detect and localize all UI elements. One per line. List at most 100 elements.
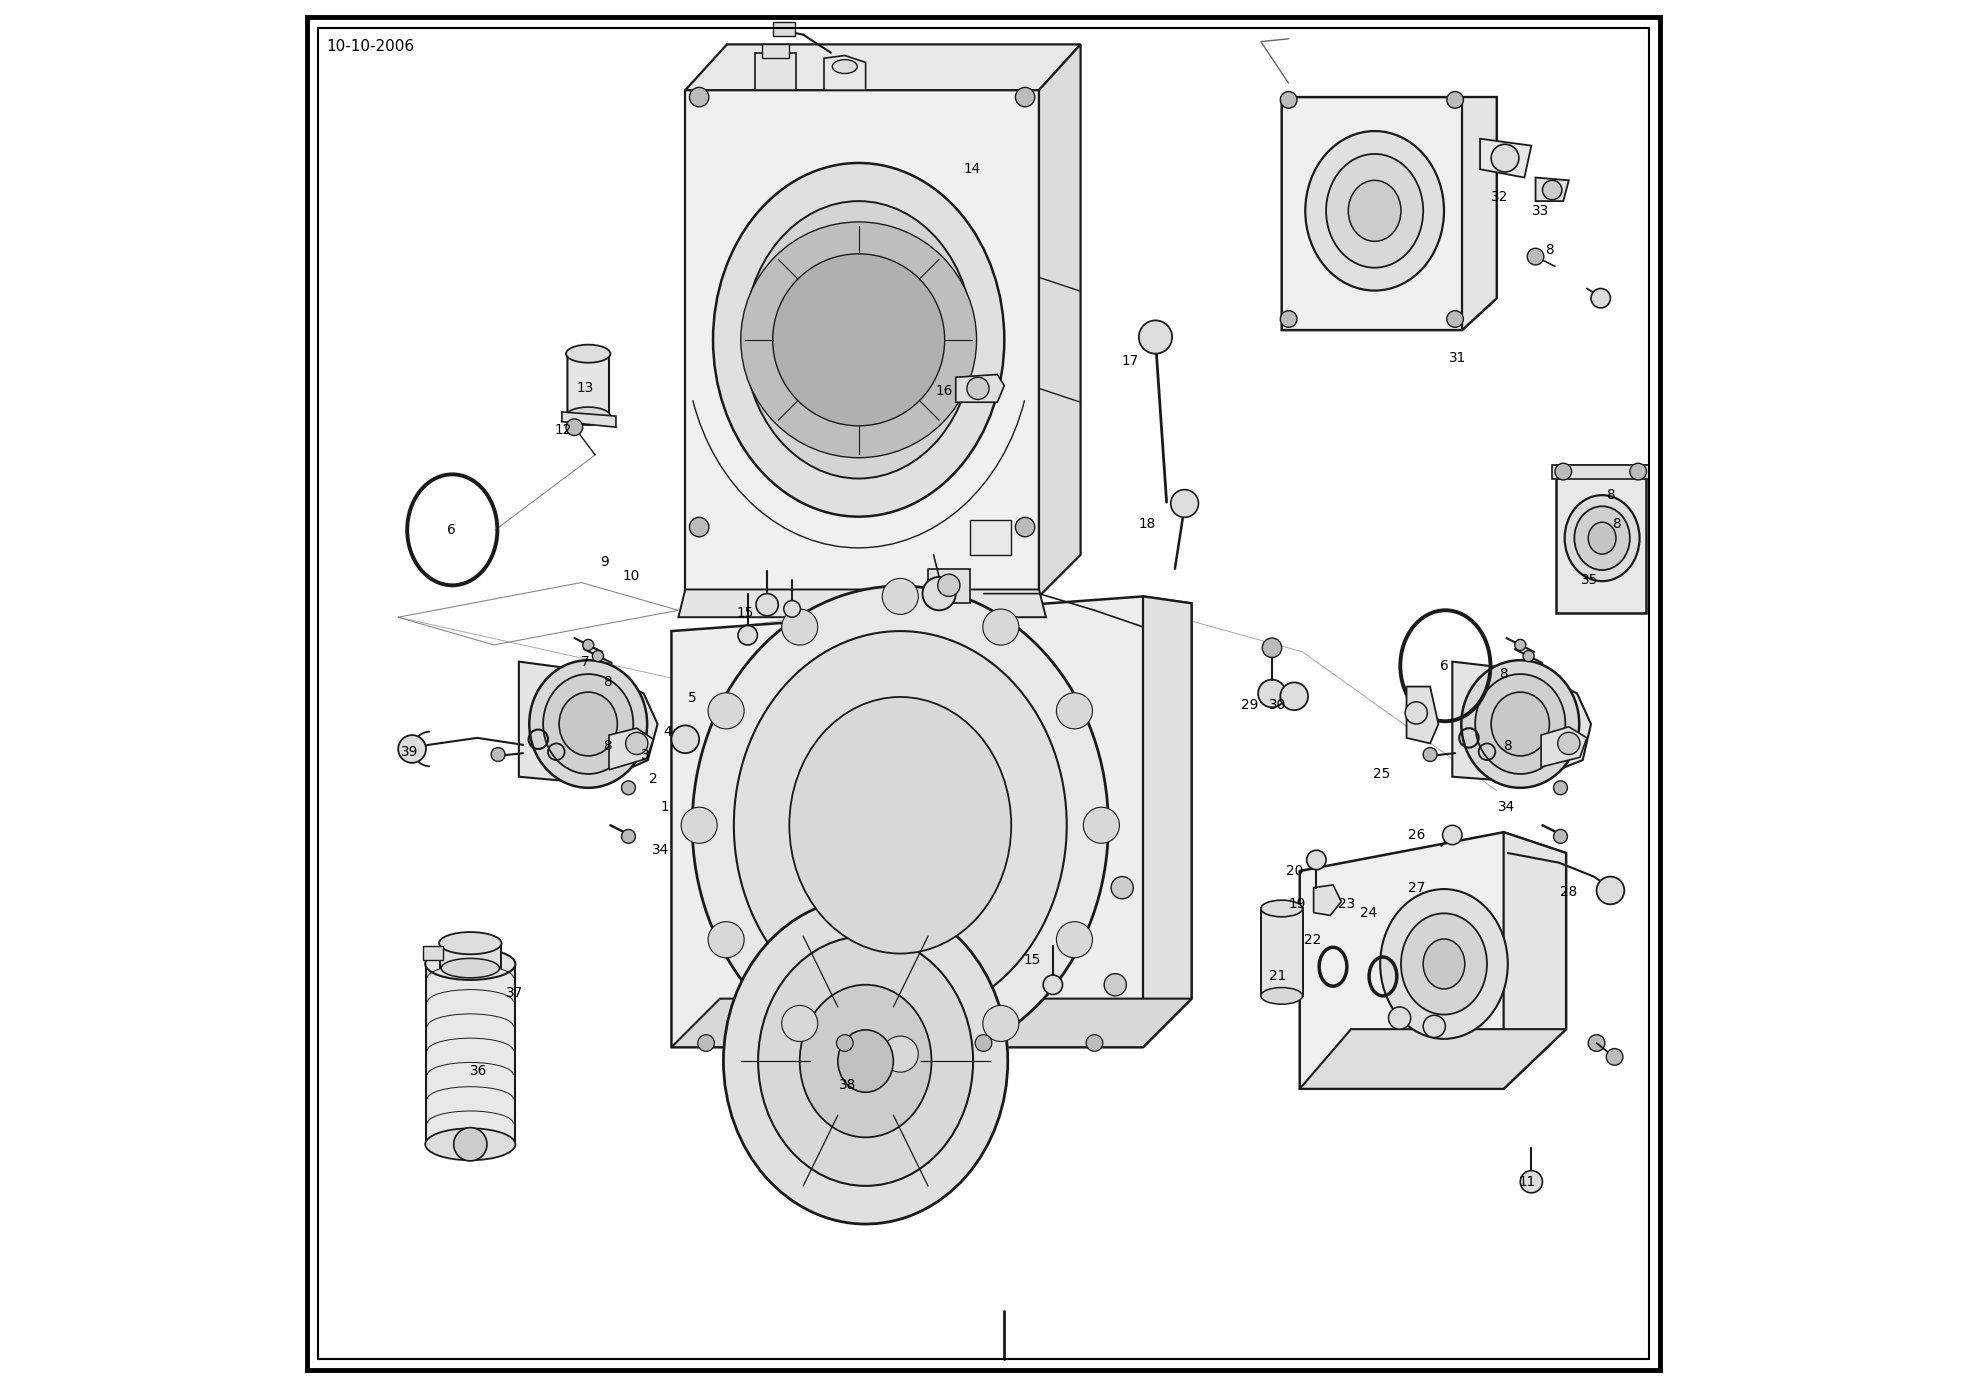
- Circle shape: [1587, 1035, 1605, 1051]
- Polygon shape: [1479, 139, 1532, 178]
- Circle shape: [1591, 288, 1611, 308]
- Ellipse shape: [789, 696, 1011, 954]
- Circle shape: [1448, 311, 1463, 327]
- Ellipse shape: [441, 958, 500, 978]
- Text: 8: 8: [1546, 243, 1554, 257]
- Text: 6: 6: [1440, 659, 1448, 673]
- Polygon shape: [1039, 44, 1080, 596]
- Ellipse shape: [712, 162, 1005, 517]
- Polygon shape: [563, 412, 616, 427]
- Polygon shape: [519, 662, 657, 784]
- Circle shape: [1520, 1171, 1542, 1193]
- Circle shape: [1556, 463, 1572, 480]
- Circle shape: [1281, 311, 1296, 327]
- Ellipse shape: [1347, 180, 1401, 241]
- Ellipse shape: [566, 408, 610, 424]
- Circle shape: [1139, 320, 1172, 354]
- Circle shape: [1515, 639, 1526, 651]
- Circle shape: [492, 748, 506, 761]
- Circle shape: [1086, 1035, 1103, 1051]
- Text: 10: 10: [624, 569, 639, 583]
- Polygon shape: [566, 354, 610, 422]
- Polygon shape: [928, 569, 970, 603]
- Polygon shape: [685, 90, 1039, 596]
- Circle shape: [1056, 922, 1092, 958]
- Circle shape: [923, 577, 956, 610]
- Ellipse shape: [1306, 132, 1444, 291]
- Polygon shape: [1300, 1029, 1566, 1089]
- Text: 2: 2: [649, 773, 657, 786]
- Polygon shape: [956, 374, 1005, 402]
- Circle shape: [690, 517, 708, 537]
- Text: 3: 3: [641, 748, 649, 761]
- Polygon shape: [761, 44, 789, 58]
- Circle shape: [1404, 702, 1428, 724]
- Circle shape: [1170, 490, 1198, 517]
- Circle shape: [622, 781, 635, 795]
- Text: 15: 15: [1023, 953, 1041, 967]
- Circle shape: [1103, 974, 1127, 996]
- Circle shape: [1424, 748, 1438, 761]
- Circle shape: [1424, 1015, 1446, 1037]
- Text: 10-10-2006: 10-10-2006: [327, 39, 415, 54]
- Text: 4: 4: [663, 725, 671, 739]
- Ellipse shape: [789, 257, 928, 423]
- Text: 12: 12: [555, 423, 572, 437]
- Ellipse shape: [801, 985, 932, 1137]
- Text: 36: 36: [470, 1064, 488, 1078]
- Circle shape: [836, 1035, 854, 1051]
- Text: 16: 16: [936, 384, 954, 398]
- Ellipse shape: [832, 60, 858, 74]
- Circle shape: [1597, 877, 1625, 904]
- Text: 18: 18: [1139, 517, 1157, 531]
- Circle shape: [984, 609, 1019, 645]
- Text: 7: 7: [580, 655, 590, 669]
- Circle shape: [883, 1036, 919, 1072]
- Polygon shape: [970, 520, 1011, 555]
- Text: 8: 8: [604, 739, 612, 753]
- Polygon shape: [1143, 596, 1192, 1047]
- Polygon shape: [1300, 832, 1566, 1089]
- Text: 26: 26: [1408, 828, 1424, 842]
- Ellipse shape: [1574, 506, 1631, 570]
- Circle shape: [883, 578, 919, 614]
- Text: 34: 34: [651, 843, 669, 857]
- Circle shape: [781, 609, 818, 645]
- Polygon shape: [1552, 465, 1648, 479]
- Text: 39: 39: [401, 745, 417, 759]
- Text: 8: 8: [1499, 667, 1509, 681]
- Text: 22: 22: [1304, 933, 1322, 947]
- Ellipse shape: [757, 936, 974, 1186]
- Circle shape: [773, 254, 944, 426]
- Text: 33: 33: [1532, 204, 1550, 218]
- Circle shape: [1015, 517, 1035, 537]
- Ellipse shape: [1475, 674, 1566, 774]
- Circle shape: [698, 1035, 714, 1051]
- Circle shape: [1491, 144, 1519, 172]
- Circle shape: [755, 594, 779, 616]
- Circle shape: [1281, 92, 1296, 108]
- Text: 5: 5: [688, 691, 696, 705]
- Circle shape: [1281, 682, 1308, 710]
- Text: 29: 29: [1241, 698, 1259, 712]
- Ellipse shape: [529, 660, 647, 788]
- Circle shape: [566, 419, 582, 436]
- Text: 9: 9: [600, 555, 610, 569]
- Ellipse shape: [1401, 914, 1487, 1015]
- Circle shape: [976, 1035, 991, 1051]
- Circle shape: [1084, 807, 1119, 843]
- Text: 31: 31: [1450, 351, 1467, 365]
- Circle shape: [1306, 850, 1326, 870]
- Circle shape: [1389, 1007, 1410, 1029]
- Polygon shape: [685, 44, 1080, 90]
- Circle shape: [397, 735, 427, 763]
- Ellipse shape: [1424, 939, 1465, 989]
- Circle shape: [690, 87, 708, 107]
- Text: 20: 20: [1286, 864, 1302, 878]
- Ellipse shape: [838, 1029, 893, 1093]
- Circle shape: [1542, 180, 1562, 200]
- Text: 8: 8: [1503, 739, 1513, 753]
- Ellipse shape: [566, 345, 610, 362]
- Polygon shape: [671, 999, 1192, 1047]
- Text: 35: 35: [1581, 573, 1599, 587]
